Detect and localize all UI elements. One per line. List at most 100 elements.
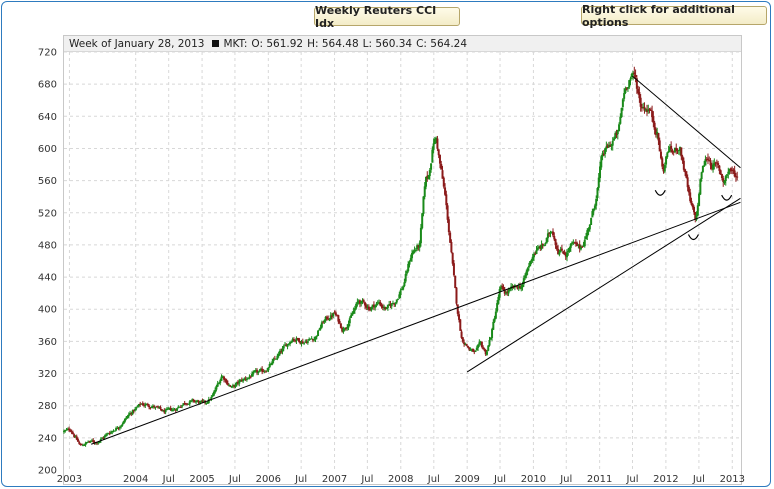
candle-body: [651, 110, 654, 118]
candle-body: [550, 232, 553, 234]
candle-body: [217, 383, 220, 385]
candle-body: [172, 409, 175, 411]
candle-body: [709, 160, 712, 166]
candle-body: [350, 315, 353, 318]
x-tick-label: Jul: [427, 474, 440, 485]
low-value: L: 560.34: [362, 37, 413, 50]
candle-body: [177, 406, 180, 409]
candle-body: [200, 400, 203, 402]
candle-body: [122, 421, 125, 424]
candle-body: [670, 145, 673, 150]
candle-body: [333, 312, 336, 314]
candle-body: [441, 170, 444, 179]
candle-body: [667, 150, 670, 152]
candle-body: [294, 340, 297, 342]
candle-body: [141, 403, 144, 406]
candle-body: [240, 379, 243, 381]
candle-body: [170, 410, 173, 412]
candle-body: [304, 341, 307, 343]
candle-body: [88, 441, 91, 443]
candle-body: [423, 186, 426, 197]
candle-body: [521, 284, 524, 288]
candle-body: [300, 341, 303, 345]
candle-body: [299, 341, 302, 344]
candle-body: [419, 227, 422, 244]
annotation-layer: [654, 190, 733, 241]
trendline[interactable]: [632, 75, 741, 169]
candle-body: [365, 305, 368, 308]
candle-body: [405, 271, 408, 274]
candle-body: [444, 187, 447, 195]
candle-body: [731, 170, 734, 172]
candle-body: [249, 376, 252, 378]
candle-body: [652, 116, 655, 123]
candle-body: [421, 213, 424, 229]
candle-body: [532, 253, 535, 258]
arc-annotation: [687, 234, 699, 241]
candle-body: [600, 156, 603, 168]
candle-body: [571, 242, 574, 244]
candle-body: [634, 74, 637, 78]
candle-body: [285, 344, 288, 347]
candle-body: [347, 323, 350, 328]
candle-body: [68, 428, 71, 431]
candle-body: [216, 383, 219, 387]
candle-body: [648, 109, 651, 111]
trendline[interactable]: [466, 197, 741, 373]
candle-body: [673, 147, 676, 152]
candle-body: [149, 407, 152, 409]
candle-body: [264, 371, 267, 373]
candle-body: [380, 305, 383, 307]
x-tick-label: 2011: [587, 474, 612, 485]
symbol-label: MKT:: [223, 37, 248, 50]
candle-body: [163, 410, 166, 413]
candle-body: [131, 410, 134, 415]
candle-body: [174, 409, 177, 411]
candle-body: [708, 160, 711, 162]
candle-body: [129, 412, 132, 415]
candle-body: [426, 175, 429, 179]
candle-body: [155, 406, 158, 408]
trendline[interactable]: [91, 201, 741, 445]
candle-body: [181, 405, 184, 407]
candle-body: [447, 219, 450, 233]
candle-body: [286, 344, 289, 347]
candle-body: [197, 400, 200, 403]
candle-body: [92, 440, 95, 442]
candle-body: [322, 322, 325, 324]
candle-body: [686, 177, 689, 188]
candle-body: [408, 262, 411, 265]
candle-body: [470, 349, 473, 351]
candle-body: [658, 140, 661, 152]
candle-body: [360, 301, 363, 304]
candle-body: [458, 314, 461, 320]
candle-body: [337, 315, 340, 322]
candle-body: [498, 289, 501, 298]
candle-body: [450, 242, 453, 253]
candle-body: [306, 341, 309, 343]
candle-body: [482, 347, 485, 350]
candle-body: [679, 146, 682, 151]
candle-body: [552, 231, 555, 236]
y-tick-label: 600: [38, 144, 57, 155]
candle-body: [629, 78, 632, 81]
candle-body: [343, 328, 346, 330]
candle-body: [97, 442, 100, 444]
candle-body: [506, 292, 509, 294]
candle-body: [713, 163, 716, 166]
candle-body: [545, 237, 548, 244]
candle-body: [82, 445, 85, 447]
candle-body: [109, 432, 112, 434]
candle-body: [262, 371, 265, 373]
candle-body: [214, 389, 217, 393]
candle-body: [623, 93, 626, 99]
candle-body: [112, 430, 115, 432]
candle-body: [483, 349, 486, 351]
candle-body: [263, 371, 266, 373]
candle-body: [223, 376, 226, 380]
candle-body: [118, 426, 121, 429]
candle-body: [372, 304, 375, 308]
candle-body: [508, 288, 511, 291]
candle-body: [687, 186, 690, 193]
